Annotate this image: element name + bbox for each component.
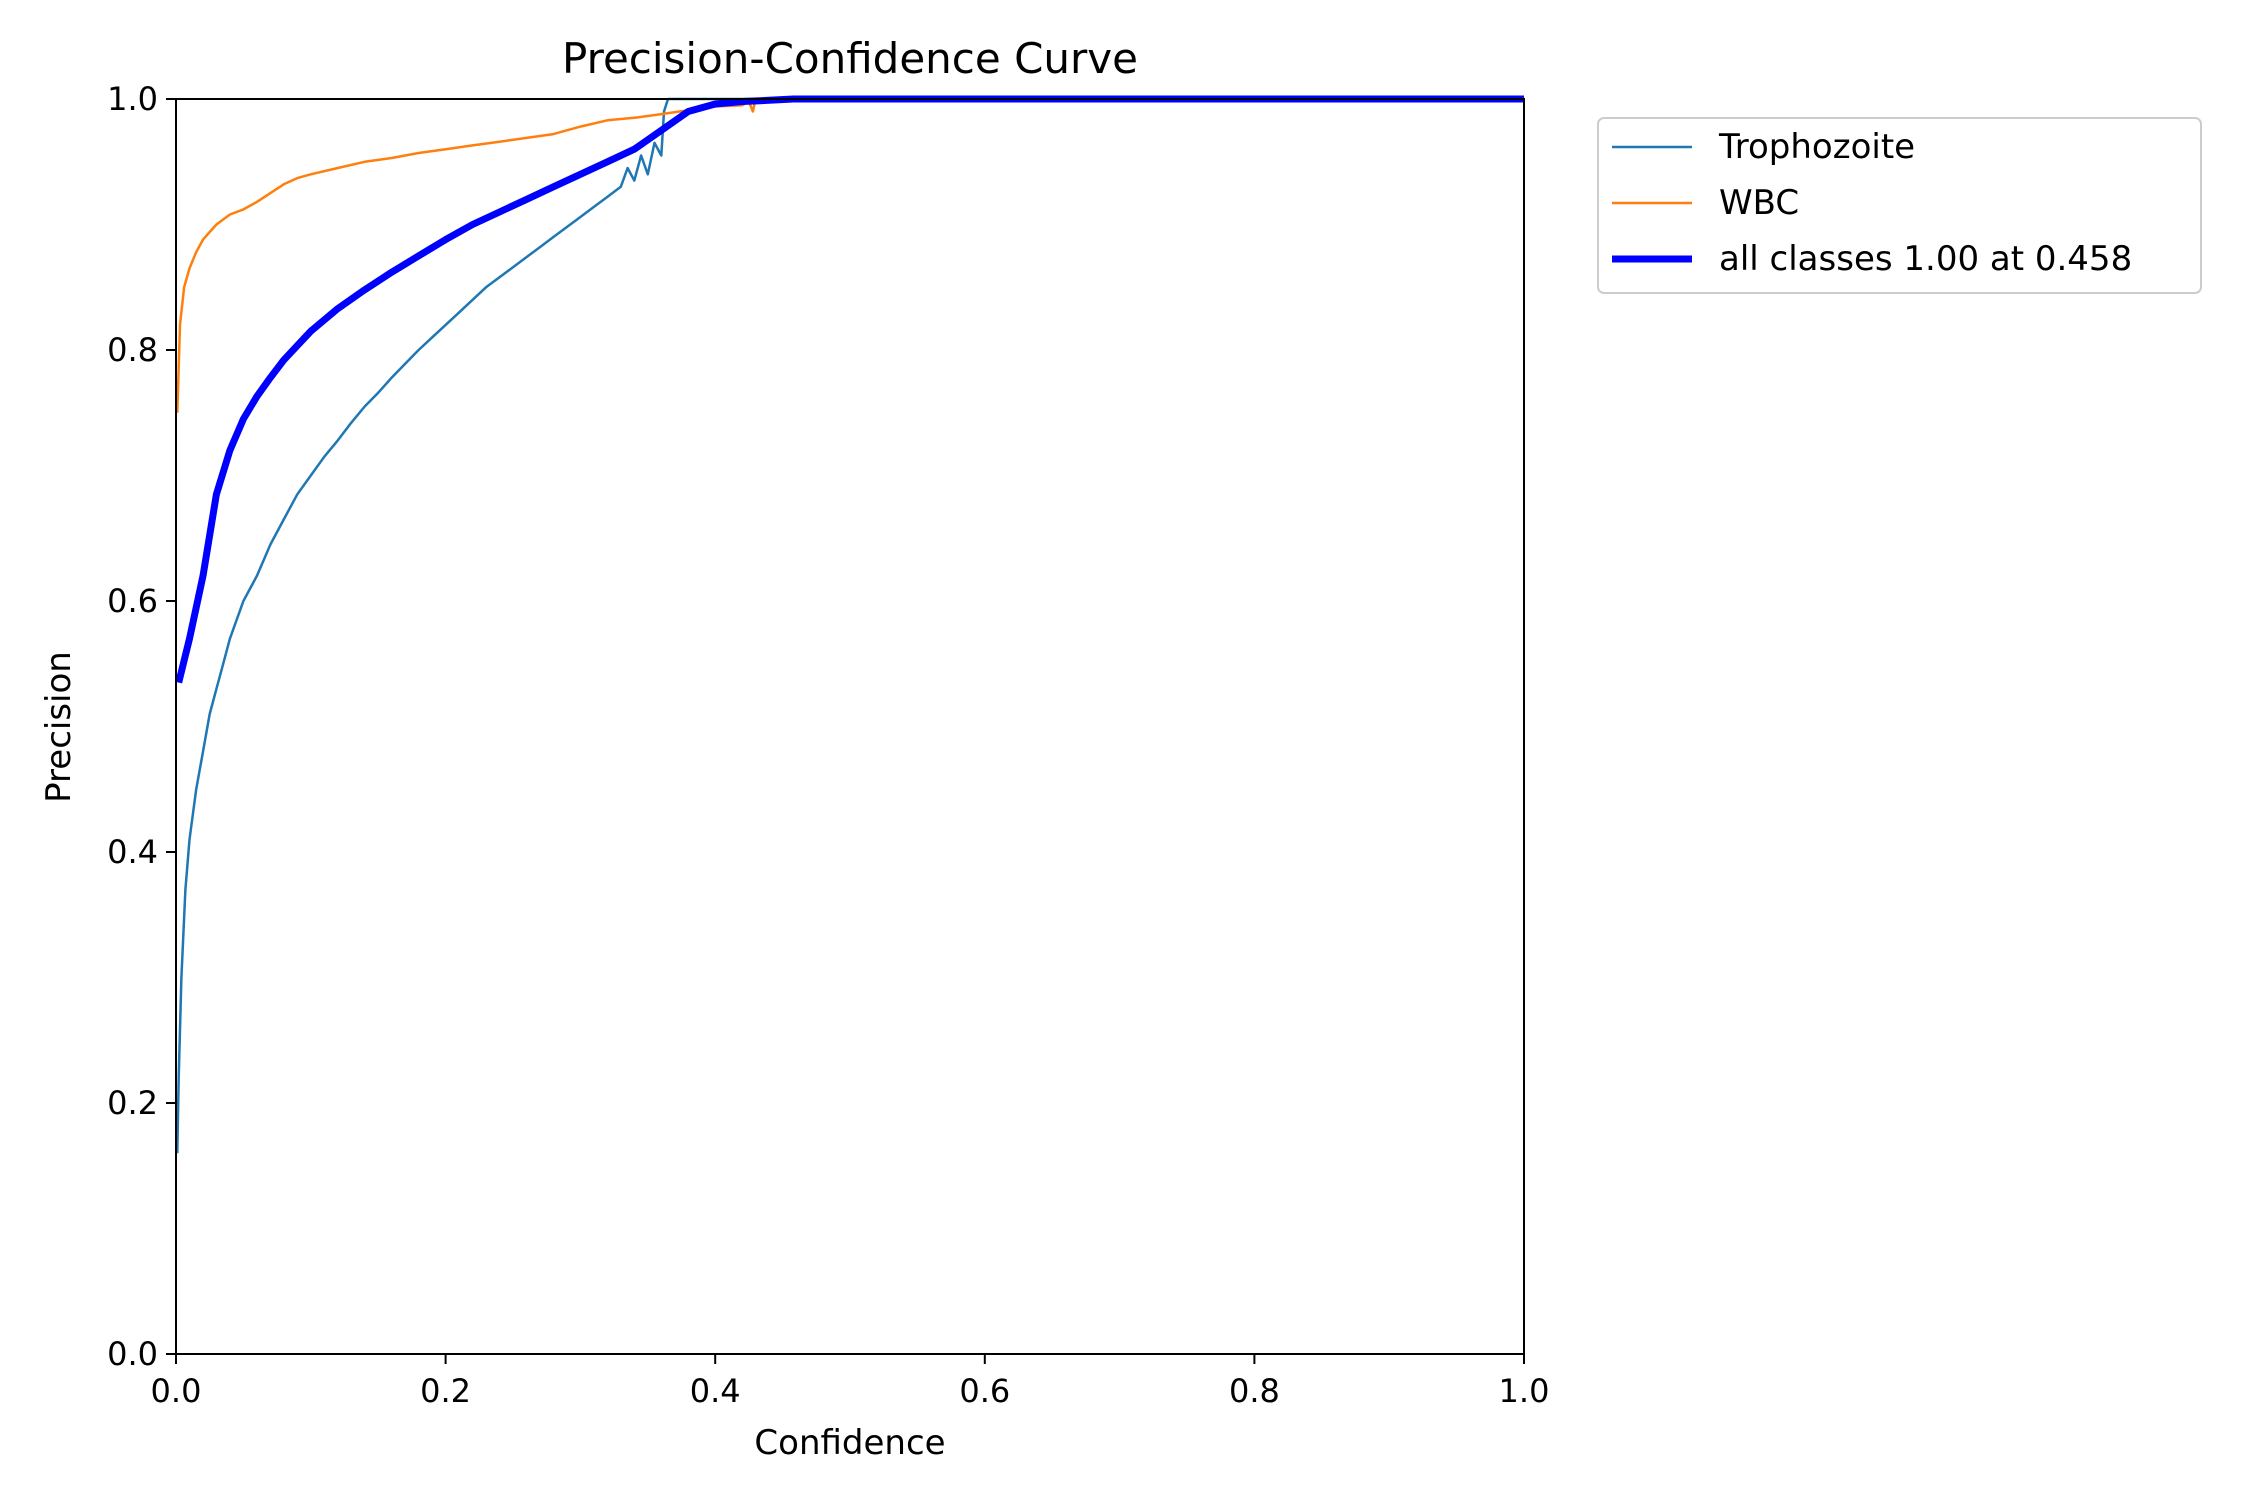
x-tick-label: 0.6: [959, 1372, 1010, 1410]
legend-label: WBC: [1719, 183, 1799, 223]
y-tick-label: 0.2: [107, 1084, 158, 1122]
chart-title: Precision-Confidence Curve: [562, 34, 1138, 83]
y-axis-label: Precision: [39, 651, 79, 803]
series-line-1: [176, 97, 1524, 413]
legend-label: all classes 1.00 at 0.458: [1719, 239, 2132, 279]
y-tick-label: 0.0: [107, 1335, 158, 1373]
y-tick-label: 1.0: [107, 80, 158, 118]
x-tick-label: 0.8: [1229, 1372, 1280, 1410]
legend-frame: [1597, 117, 2202, 294]
x-tick-label: 1.0: [1499, 1372, 1550, 1410]
x-axis: 0.0 0.2 0.4 0.6 0.8 1.0: [151, 1354, 1550, 1410]
plot-lines: [175, 95, 1524, 1154]
x-tick-label: 0.2: [420, 1372, 471, 1410]
x-tick-label: 0.4: [690, 1372, 741, 1410]
legend-label: Trophozoite: [1718, 127, 1915, 167]
y-axis: 0.0 0.2 0.4 0.6 0.8 1.0: [107, 80, 176, 1373]
legend: Trophozoite WBC all classes 1.00 at 0.458: [1597, 117, 2202, 294]
series-line-2: [175, 95, 1524, 684]
plot-frame: [175, 98, 1525, 1355]
y-tick-label: 0.6: [107, 582, 158, 620]
y-tick-label: 0.4: [107, 833, 158, 871]
x-axis-label: Confidence: [754, 1423, 945, 1463]
y-tick-label: 0.8: [107, 331, 158, 369]
x-tick-label: 0.0: [151, 1372, 202, 1410]
series-line-0: [176, 97, 1524, 1154]
